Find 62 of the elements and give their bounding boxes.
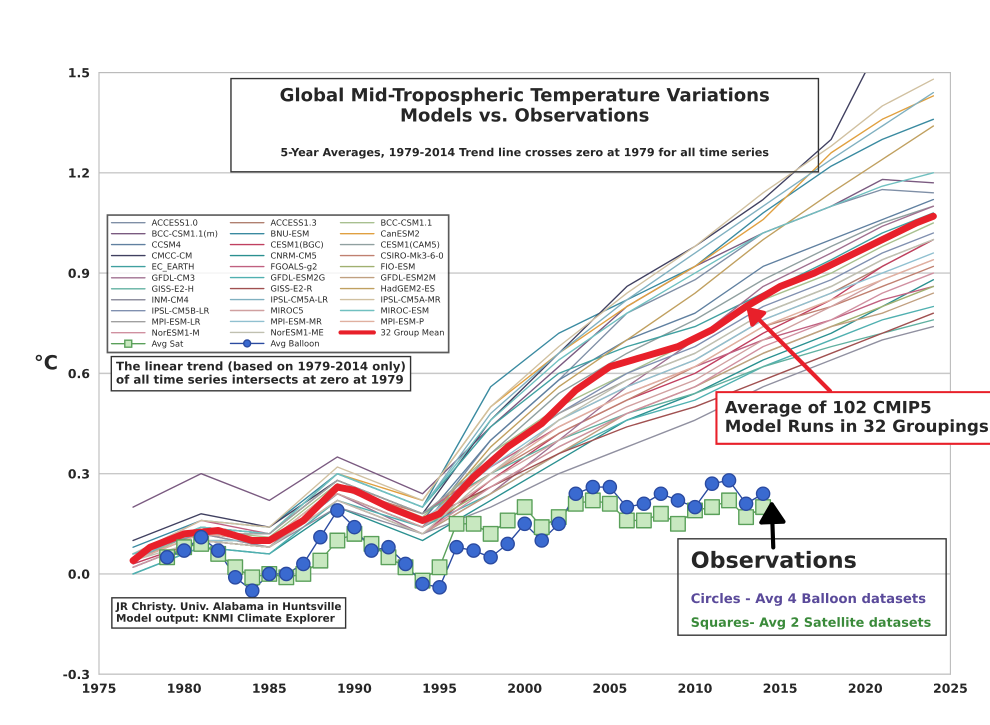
legend-label: MPI-ESM-P — [381, 318, 424, 325]
y-tick-label: -0.3 — [63, 670, 89, 680]
x-tick-label: 1985 — [253, 684, 286, 693]
legend-label: HadGEM2-ES — [381, 285, 434, 292]
annotation: Average of 102 CMIP5 Model Runs in 32 Groupings — [724, 400, 988, 436]
legend-label: 32 Group Mean — [381, 329, 444, 338]
legend-label: CNRM-CM5 — [270, 252, 316, 259]
legend-label: CESM1(BGC) — [270, 241, 323, 249]
x-tick-label: 1990 — [338, 684, 372, 693]
legend-label: IPSL-CM5A-LR — [271, 296, 328, 303]
y-tick-label: 0.3 — [68, 469, 89, 479]
x-tick-label: 1995 — [424, 684, 456, 693]
annotation: Circles - Avg 4 Balloon datasets — [691, 593, 926, 606]
legend-label: GFDL-ESM2G — [270, 274, 324, 281]
legend-label: NorESM1-M — [152, 329, 199, 336]
legend-label: GISS-E2-H — [152, 286, 194, 292]
y-tick-label: 0.0 — [68, 569, 90, 579]
x-tick-label: 2020 — [848, 684, 882, 693]
legend-label: CanESM2 — [380, 230, 419, 237]
legend-label: BCC-CSM1.1 — [381, 219, 432, 226]
legend-label: Avg Balloon — [270, 340, 319, 348]
legend-label: CSIRO-Mk3-6-0 — [380, 252, 444, 259]
y-axis-title: °C — [36, 354, 57, 370]
x-tick-label: 2025 — [934, 684, 967, 693]
annotation: JR Christy. Univ. Alabama in Huntsville Model output: KNMI Climate Explorer — [115, 602, 341, 624]
legend-label: MIROC-ESM — [381, 307, 428, 314]
x-tick-label: 1980 — [168, 684, 201, 693]
legend-label: EC_EARTH — [152, 263, 194, 272]
legend-label: CCSM4 — [152, 241, 181, 248]
text: 5-Year Averages, 1979-2014 Trend line crosses zero at 1979 for all time series — [281, 148, 768, 159]
legend-label: IPSL-CM5A-MR — [381, 296, 440, 303]
legend-label: FGOALS-g2 — [271, 263, 317, 272]
legend-label: Avg Sat — [152, 340, 184, 348]
legend-label: ACCESS1.3 — [270, 219, 316, 226]
legend-label: NorESM1-ME — [271, 329, 324, 336]
legend-label: CMCC-CM — [152, 252, 192, 259]
y-tick-label: 0.6 — [68, 368, 90, 378]
x-tick-label: 2005 — [593, 684, 626, 693]
legend-label: FIO-ESM — [381, 263, 414, 270]
annotation: Observations — [692, 550, 856, 568]
y-tick-label: 1.5 — [69, 68, 90, 78]
legend-label: MPI-ESM-MR — [271, 318, 322, 325]
text: Global Mid-Tropospheric Temperature Variations Models vs. Observations — [280, 88, 769, 122]
annotation: The linear trend (based on 1979-2014 only) of all time series intersects at zero at 1979 — [116, 361, 405, 384]
x-tick-label: 2010 — [678, 684, 712, 693]
y-tick-label: 0.9 — [68, 268, 90, 278]
legend-label: MIROC5 — [271, 307, 303, 314]
x-tick-label: 2000 — [508, 684, 542, 693]
x-tick-label: 2015 — [764, 684, 797, 693]
legend-label: GISS-E2-R — [270, 285, 312, 292]
x-tick-label: 1975 — [83, 684, 116, 693]
legend-label: GFDL-CM3 — [152, 274, 194, 281]
legend-label: ACCESS1.0 — [152, 219, 198, 226]
legend-label: BNU-ESM — [271, 230, 308, 237]
legend-label: IPSL-CM5B-LR — [152, 307, 210, 314]
y-tick-label: 1.2 — [69, 168, 89, 178]
legend-label: MPI-ESM-LR — [152, 318, 200, 325]
legend-label: BCC-CSM1.1(m) — [152, 230, 218, 238]
annotation: Squares- Avg 2 Satellite datasets — [692, 617, 931, 630]
legend-label: INM-CM4 — [152, 296, 188, 303]
legend-label: CESM1(CAM5) — [380, 241, 440, 249]
legend-label: GFDL-ESM2M — [380, 274, 436, 281]
